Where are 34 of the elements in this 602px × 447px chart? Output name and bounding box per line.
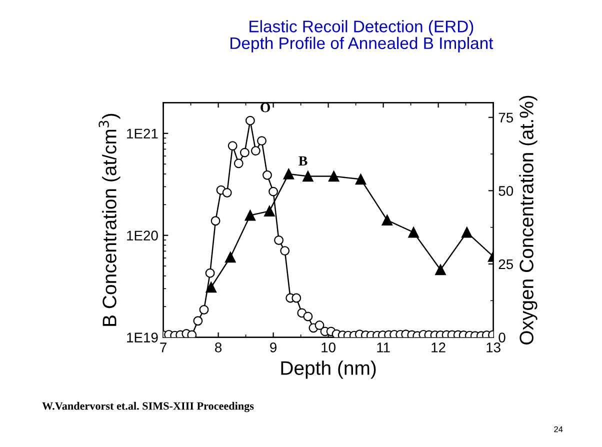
y2-tick-label: 75: [498, 112, 514, 123]
chart-title: Elastic Recoil Detection (ERD) Depth Profile of Annealed B Implant: [230, 20, 494, 52]
point: [224, 252, 236, 263]
legend-label: O: [260, 102, 270, 112]
y2-tick-label: 25: [498, 259, 514, 270]
text: 24: [554, 426, 563, 432]
x-tick-label: 8: [215, 342, 222, 352]
x-tick-label: 11: [377, 342, 390, 352]
point: [244, 210, 256, 221]
y-tick-label: 1E20: [127, 230, 158, 241]
x-tick-label: 9: [270, 342, 277, 352]
series-label: B: [298, 156, 308, 166]
point: [206, 282, 217, 293]
point: [461, 226, 472, 238]
y2-axis-title: Oxygen Concentration (at.%): [519, 96, 538, 344]
point: [435, 264, 446, 276]
y2-tick-label: 50: [498, 186, 514, 196]
y-axis-title: B Concentration (at/cm$^{3}$): [98, 114, 120, 326]
point: [382, 214, 393, 226]
point: [408, 226, 419, 238]
point: [328, 170, 340, 182]
x-tick-label: 7: [160, 342, 166, 352]
x-tick-label: 12: [432, 342, 446, 352]
point: [283, 168, 294, 180]
x-tick-label: 10: [322, 342, 336, 352]
point: [264, 206, 275, 216]
x-tick-label: 13: [486, 342, 500, 352]
text: W.Vandervorst et.al. SIMS-XIII Proceedings: [42, 402, 254, 412]
x-axis-title: Depth (nm): [281, 360, 376, 379]
point: [355, 174, 366, 185]
point: [302, 170, 314, 182]
y-tick-label: 1E21: [127, 128, 158, 138]
y2-tick-label: 0: [498, 332, 506, 342]
y-tick-label: 1E19: [127, 332, 158, 342]
